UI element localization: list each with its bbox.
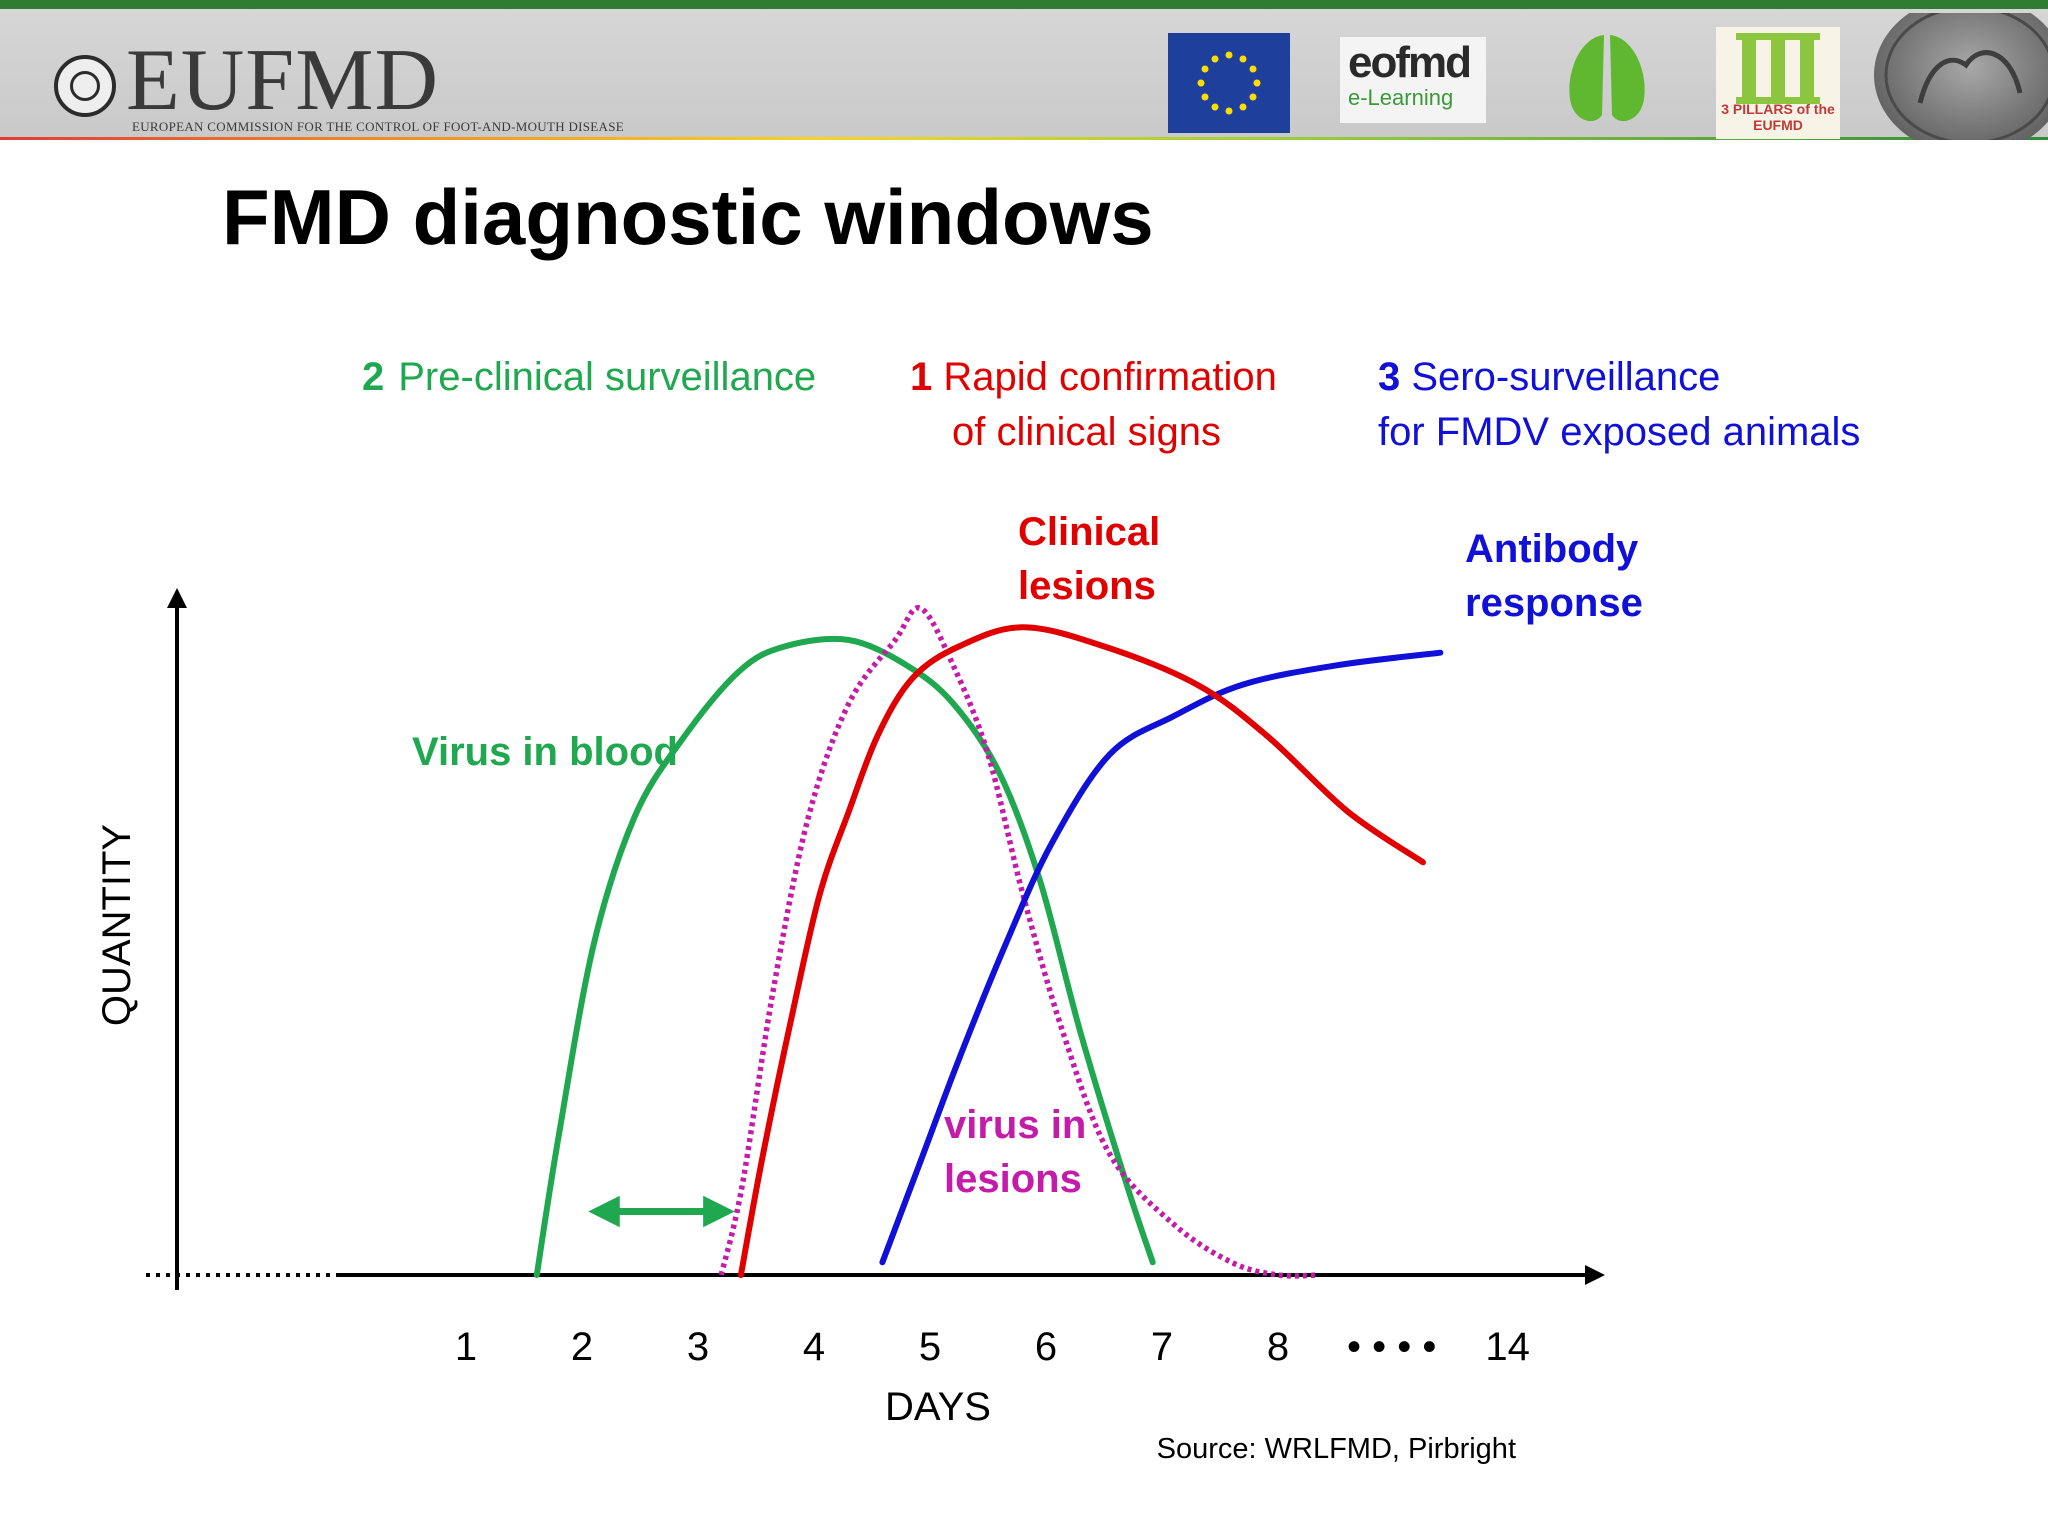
series-line-virus-in-lesions <box>718 605 1319 1279</box>
window-label-line2: for FMDV exposed animals <box>1378 410 1861 454</box>
three-pillars-logo: 3 PILLARS of the EUFMD <box>1716 27 1840 139</box>
pillars-icon <box>1736 33 1820 104</box>
x-tick-label: 14 <box>1485 1325 1530 1369</box>
eu-stars-icon <box>1197 51 1261 115</box>
series-label: Clinical <box>1018 510 1160 554</box>
eofmd-logo-subtext: e-Learning <box>1348 85 1454 110</box>
pillars-logo-text: 3 PILLARS of the EUFMD <box>1721 101 1835 133</box>
window-label: Pre-clinical surveillance <box>398 355 817 399</box>
series-labels: Virus in blood Clinical lesions virus in les… <box>412 510 1643 1201</box>
slide-title: FMD diagnostic windows <box>222 173 1154 261</box>
eofmd-logo-text: eofmd <box>1348 38 1472 87</box>
series-line-clinical-lesions <box>737 624 1426 1278</box>
series-line-antibody-response <box>879 649 1444 1266</box>
series-line-virus-in-blood <box>533 635 1156 1278</box>
series-label: virus in <box>944 1103 1086 1147</box>
window-label: Sero-surveillance <box>1411 355 1721 399</box>
fao-logo-icon <box>54 55 116 117</box>
x-axis-label: DAYS <box>885 1385 991 1429</box>
coin-emblem-icon <box>1870 9 2048 140</box>
hoof-shape-icon <box>1569 35 1645 122</box>
eofmd-elearning-logo: eofmd e-Learning <box>1340 37 1486 123</box>
window-number: 3 <box>1378 355 1401 399</box>
x-tick-label: 6 <box>1035 1325 1057 1369</box>
series-label: response <box>1465 581 1643 625</box>
x-tick-label: 1 <box>455 1325 477 1369</box>
source-note: Source: WRLFMD, Pirbright <box>1157 1433 1516 1465</box>
eu-flag-icon <box>1168 33 1290 133</box>
y-axis-label: QUANTITY <box>95 824 139 1026</box>
window-preclinical: 2 Pre-clinical surveillance <box>362 350 816 405</box>
hoof-logo-icon <box>1552 29 1662 133</box>
series-label: lesions <box>944 1157 1082 1201</box>
x-tick-label: 8 <box>1267 1325 1289 1369</box>
window-label-line2: of clinical signs <box>952 410 1222 454</box>
window-label: Rapid confirmation <box>943 355 1277 399</box>
window-sero-surveillance: 3 Sero-surveillance for FMDV exposed ani… <box>1378 350 1860 460</box>
series-label: lesions <box>1018 564 1156 608</box>
window-number: 2 <box>362 355 385 399</box>
brand-subtitle: EUROPEAN COMMISSION FOR THE CONTROL OF F… <box>132 119 624 134</box>
series-label: Virus in blood <box>412 730 678 774</box>
series-lines <box>533 605 1444 1279</box>
series-label: Antibody <box>1465 527 1639 571</box>
x-tick-label: 3 <box>687 1325 709 1369</box>
brand-title: EUFMD <box>126 32 440 129</box>
window-number: 1 <box>910 355 933 399</box>
x-tick-label: 7 <box>1151 1325 1173 1369</box>
x-tick-label: 2 <box>571 1325 593 1369</box>
coin-relief-icon <box>1874 9 2048 140</box>
header-banner: EUFMD EUROPEAN COMMISSION FOR THE CONTRO… <box>0 0 2048 140</box>
x-tick-label: 5 <box>919 1325 941 1369</box>
header-color-stripe <box>0 137 2048 140</box>
window-rapid-confirmation: 1 Rapid confirmation of clinical signs <box>910 350 1277 460</box>
x-tick-label: 4 <box>803 1325 825 1369</box>
x-tick-label: • • • • <box>1347 1325 1436 1369</box>
x-tick-labels: 1 2 3 4 5 6 7 8 • • • • 14 <box>455 1325 1530 1369</box>
